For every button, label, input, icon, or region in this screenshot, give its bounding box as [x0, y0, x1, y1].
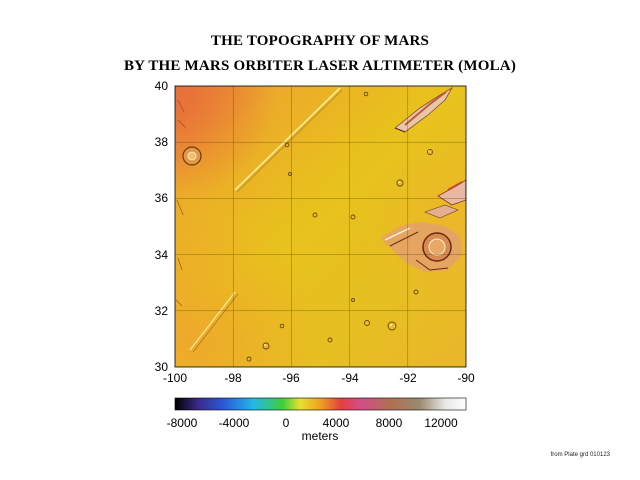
colorbar-tick-label: -4000 [219, 416, 250, 430]
colorbar-gradient [174, 397, 467, 411]
crater-northwest [182, 146, 202, 166]
x-tick-label: -96 [282, 371, 300, 385]
colorbar-tick-label: 12000 [424, 416, 458, 430]
colorbar-units: meters [302, 429, 339, 443]
map-grid [175, 86, 466, 367]
west-edge-relief [175, 99, 187, 307]
x-axis: -100 -98 -96 -94 -92 -90 [163, 371, 475, 385]
map-frame [174, 85, 467, 368]
source-credit: from Plate grd 010123 [550, 452, 610, 458]
y-tick-label: 36 [155, 191, 169, 205]
y-tick-label: 32 [155, 304, 169, 318]
y-tick-label: 30 [155, 360, 169, 374]
colorbar-tick-label: 0 [283, 416, 290, 430]
colorbar-tick-label: -8000 [167, 416, 198, 430]
graben-line [192, 293, 239, 353]
graben-line [234, 87, 341, 191]
ridge-northeast [394, 86, 454, 133]
y-tick-label: 40 [155, 79, 169, 93]
colorbar: -8000 -4000 0 4000 8000 12000 meters [167, 397, 467, 443]
crater-complex [380, 222, 462, 272]
small-craters [246, 91, 433, 362]
ridge-east [424, 179, 466, 219]
x-tick-label: -100 [163, 371, 187, 385]
y-axis: 40 38 36 34 32 30 [155, 79, 169, 374]
x-tick-label: -94 [341, 371, 359, 385]
y-tick-label: 38 [155, 135, 169, 149]
colorbar-tick-label: 8000 [376, 416, 403, 430]
x-tick-label: -92 [399, 371, 417, 385]
topography-map [175, 86, 466, 367]
graben-line [189, 291, 236, 351]
map-title-line1: THE TOPOGRAPHY OF MARS [210, 33, 430, 49]
y-tick-label: 34 [155, 248, 169, 262]
small-crater-highlights [264, 150, 430, 346]
x-tick-label: -90 [457, 371, 475, 385]
graben-line [236, 89, 343, 193]
map-title-line2: BY THE MARS ORBITER LASER ALTIMETER (MOL… [123, 58, 517, 74]
colorbar-tick-label: 4000 [323, 416, 350, 430]
x-tick-label: -98 [224, 371, 242, 385]
